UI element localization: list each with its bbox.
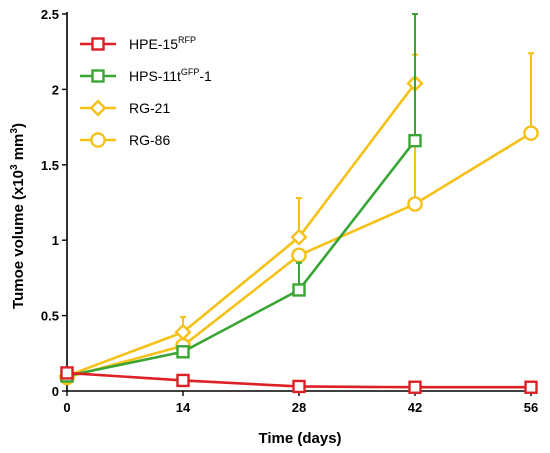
- y-tick-label: 0.5: [41, 309, 59, 324]
- y-tick-label: 1.5: [41, 158, 59, 173]
- data-point: [524, 380, 538, 394]
- legend-label: RG-21: [129, 100, 170, 116]
- series-line: [66, 82, 417, 378]
- y-axis-title: Tumoe volume (x103 mm3): [9, 123, 27, 309]
- y-tick-label: 2: [52, 82, 59, 97]
- data-point: [60, 366, 74, 380]
- y-tick-label: 0: [52, 384, 59, 399]
- legend-label: RG-86: [129, 132, 170, 148]
- data-point: [290, 228, 308, 246]
- series-1: [60, 13, 422, 383]
- data-point: [292, 283, 306, 297]
- legend-entry-2: RG-21: [80, 99, 170, 117]
- legend-marker: [89, 99, 107, 117]
- x-tick-label: 28: [292, 400, 306, 415]
- legend-marker: [90, 132, 106, 148]
- legend-marker: [91, 69, 105, 83]
- axis-ticks: 0 14 28 42 56 0 0.5 1 1.5 2 2.5: [41, 7, 538, 415]
- legend-marker: [91, 37, 105, 51]
- data-point: [176, 373, 190, 388]
- plot-series: [58, 13, 539, 394]
- legend-label: HPE-15RFP: [129, 35, 196, 52]
- y-tick-label: 1: [52, 233, 59, 248]
- x-tick-label: 0: [63, 400, 70, 415]
- legend-entry-0: HPE-15RFP: [80, 35, 196, 52]
- x-tick-label: 42: [408, 400, 422, 415]
- x-tick-label: 56: [524, 400, 538, 415]
- series-0: [60, 366, 538, 394]
- data-point: [408, 133, 422, 148]
- series-line: [66, 139, 417, 378]
- data-point: [291, 247, 307, 264]
- y-tick-label: 2.5: [41, 7, 59, 22]
- legend: HPE-15RFP HPS-11tGFP-1 RG-21 RG-86: [80, 35, 212, 148]
- data-point: [523, 125, 539, 141]
- x-tick-label: 14: [176, 400, 191, 415]
- x-axis-title: Time (days): [258, 430, 341, 447]
- data-point: [408, 380, 422, 394]
- data-point: [176, 345, 190, 359]
- data-point: [407, 196, 423, 212]
- series-2: [58, 53, 424, 385]
- data-point: [292, 379, 306, 394]
- legend-entry-3: RG-86: [80, 132, 170, 148]
- legend-label: HPS-11tGFP-1: [129, 67, 212, 84]
- legend-entry-1: HPS-11tGFP-1: [80, 67, 212, 84]
- data-point: [174, 323, 192, 341]
